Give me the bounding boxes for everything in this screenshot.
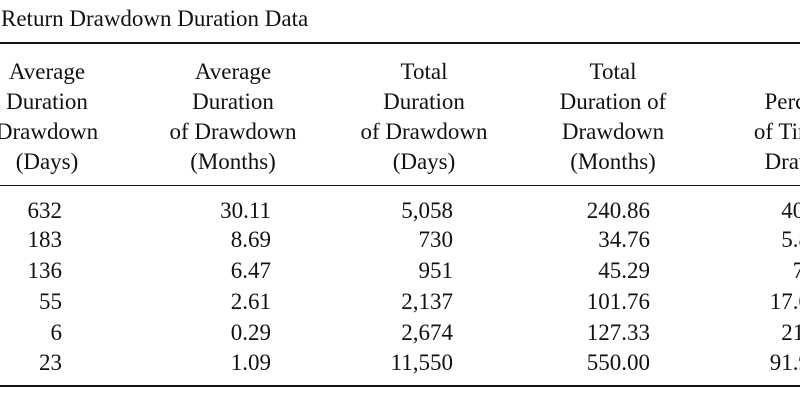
column-header-line: Duration xyxy=(6,89,88,114)
table-cell: 6.47 xyxy=(230,258,271,283)
table-cell: 21. xyxy=(781,320,800,345)
column-header-line: (Months) xyxy=(190,149,276,174)
table-cell: 2,674 xyxy=(401,320,453,345)
table-cell: 730 xyxy=(418,227,454,252)
table-header-rule xyxy=(0,185,800,186)
table-cell: 0.29 xyxy=(230,320,271,345)
column-header-line: Duration of xyxy=(559,89,667,114)
table-cell: 30.11 xyxy=(220,198,271,223)
column-header-line: Draw xyxy=(764,149,800,174)
table-cell: 127.33 xyxy=(586,320,650,345)
table-bottom-rule xyxy=(0,385,800,387)
column-header-line: Total xyxy=(400,59,448,84)
column-header-line: Total xyxy=(589,59,637,84)
table-cell: 55 xyxy=(39,289,62,314)
table-cell: 1.09 xyxy=(230,350,271,375)
table-cell: 5,058 xyxy=(401,198,453,223)
column-header-line: Duration xyxy=(192,89,274,114)
table-cell: 91.9 xyxy=(769,350,800,375)
column-header-line: (Days) xyxy=(15,149,79,174)
column-header-line: of Drawdown xyxy=(169,119,297,144)
table-cell: 45.29 xyxy=(598,258,650,283)
column-header-4: Total Duration of Drawdown (Months) xyxy=(503,57,723,177)
table-cell: 40. xyxy=(781,198,800,223)
column-header-1: Average Duration Drawdown (Days) xyxy=(0,57,157,177)
table-cell: 7. xyxy=(792,258,800,283)
table-cell: 240.86 xyxy=(586,198,650,223)
table-cell: 17.0 xyxy=(769,289,800,314)
column-header-line: (Days) xyxy=(392,149,456,174)
column-header-line: Average xyxy=(8,59,86,84)
table-cell: 2,137 xyxy=(401,289,453,314)
table-cell: 5.8 xyxy=(781,227,800,252)
table-cell: 11,550 xyxy=(390,350,453,375)
column-header-line: Average xyxy=(194,59,272,84)
table-cell: 23 xyxy=(39,350,62,375)
column-header-line: (Months) xyxy=(570,149,656,174)
column-header-line: Duration xyxy=(383,89,465,114)
table-title: Return Drawdown Duration Data xyxy=(1,6,309,31)
column-header-line: of Drawdown xyxy=(360,119,488,144)
table-cell: 101.76 xyxy=(586,289,650,314)
column-header-line: Perce xyxy=(764,89,800,114)
table-cell: 6 xyxy=(50,320,63,345)
table-top-rule xyxy=(0,42,800,44)
table-cell: 183 xyxy=(27,227,63,252)
column-header-5: Perce of Time Draw xyxy=(680,87,800,177)
table-cell: 136 xyxy=(27,258,63,283)
table-cell: 8.69 xyxy=(230,227,271,252)
column-header-line: of Time xyxy=(753,119,800,144)
table-cell: 951 xyxy=(418,258,454,283)
table-cell: 34.76 xyxy=(598,227,650,252)
table-cell: 550.00 xyxy=(586,350,650,375)
column-header-2: Average Duration of Drawdown (Months) xyxy=(123,57,343,177)
column-header-3: Total Duration of Drawdown (Days) xyxy=(314,57,534,177)
table-cell: 632 xyxy=(27,198,63,223)
column-header-line: Drawdown xyxy=(0,119,99,144)
table-cell: 2.61 xyxy=(230,289,271,314)
column-header-line: Drawdown xyxy=(561,119,665,144)
